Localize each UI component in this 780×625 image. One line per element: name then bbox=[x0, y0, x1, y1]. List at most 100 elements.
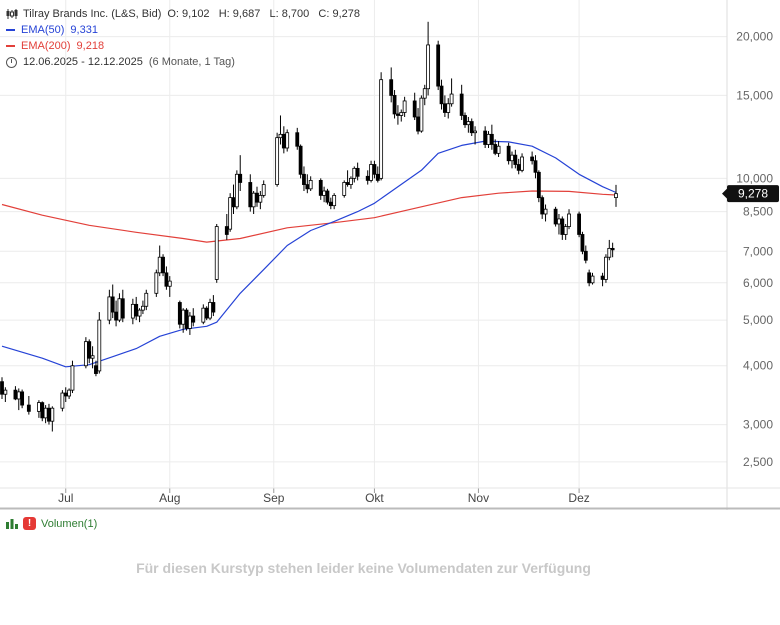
y-tick-label: 5,000 bbox=[743, 313, 773, 327]
warning-icon[interactable]: ! bbox=[23, 517, 36, 530]
candle-body bbox=[110, 296, 115, 313]
candle-body bbox=[439, 85, 444, 105]
candle-body bbox=[191, 315, 196, 323]
no-volume-message: Für diesen Kurstyp stehen leider keine V… bbox=[136, 560, 591, 576]
candle-body bbox=[506, 145, 511, 162]
period-range: 12.06.2025 - 12.12.2025 bbox=[23, 56, 143, 68]
candle-body bbox=[422, 88, 427, 99]
candle-body bbox=[483, 130, 488, 145]
last-price-label: 9,278 bbox=[738, 187, 768, 201]
candle-body bbox=[442, 103, 447, 113]
candle-body bbox=[278, 133, 283, 139]
legend-ema200-row[interactable]: EMA(200) 9,218 bbox=[6, 38, 366, 54]
candle-body bbox=[543, 208, 548, 215]
candle-body bbox=[94, 365, 98, 374]
volume-header[interactable]: ! Volumen(1) bbox=[6, 517, 97, 530]
candle-body bbox=[50, 407, 55, 422]
x-tick-label: Dez bbox=[568, 491, 589, 505]
candle-body bbox=[87, 341, 92, 359]
candle-body bbox=[204, 307, 209, 319]
candle-body bbox=[567, 213, 571, 227]
candle-body bbox=[412, 100, 417, 118]
candle-body bbox=[322, 190, 326, 196]
candle-body bbox=[563, 226, 568, 235]
candle-body bbox=[161, 256, 165, 274]
y-tick-label: 20,000 bbox=[736, 30, 773, 44]
candle-body bbox=[167, 280, 172, 287]
candle-body bbox=[513, 154, 518, 165]
candle-body bbox=[486, 133, 491, 145]
legend-period-row[interactable]: 12.06.2025 - 12.12.2025 (6 Monate, 1 Tag… bbox=[6, 54, 366, 70]
x-tick-label: Sep bbox=[263, 491, 285, 505]
candle-body bbox=[365, 175, 370, 181]
candle-body bbox=[459, 93, 464, 116]
candle-body bbox=[302, 173, 306, 185]
candle-body bbox=[489, 133, 494, 145]
candle-body bbox=[251, 192, 256, 208]
candle-body bbox=[26, 404, 31, 412]
candle-body bbox=[154, 272, 159, 294]
candle-body bbox=[466, 121, 471, 126]
chart-grid bbox=[0, 0, 727, 488]
candle-body bbox=[355, 167, 360, 177]
candle-body bbox=[540, 197, 545, 215]
instrument-name: Tilray Brands Inc. (L&S, Bid) bbox=[23, 8, 162, 20]
candle-body bbox=[463, 115, 467, 126]
candle-body bbox=[587, 272, 592, 284]
candle-body bbox=[536, 171, 541, 199]
candle-body bbox=[83, 341, 88, 367]
ema50-line bbox=[1, 140, 617, 368]
candle-body bbox=[449, 93, 454, 105]
candle-body bbox=[332, 194, 337, 207]
candle-body bbox=[607, 247, 612, 258]
ema200-swatch bbox=[6, 45, 15, 47]
clock-icon bbox=[6, 56, 17, 68]
candle-body bbox=[533, 160, 538, 173]
x-tick-label: Okt bbox=[365, 491, 384, 505]
candle-body bbox=[325, 190, 330, 203]
candle-body bbox=[604, 256, 608, 280]
candle-body bbox=[0, 381, 4, 395]
candle-body bbox=[184, 309, 189, 329]
legend-ema50-row[interactable]: EMA(50) 9,331 bbox=[6, 22, 366, 38]
y-tick-label: 10,000 bbox=[736, 171, 773, 185]
candle-body bbox=[224, 226, 229, 235]
candle-body bbox=[557, 218, 561, 225]
candle-body bbox=[416, 116, 420, 132]
candle-body bbox=[248, 182, 253, 208]
candle-body bbox=[553, 208, 558, 225]
candle-body bbox=[157, 256, 162, 274]
ema200-value: 9,218 bbox=[76, 40, 105, 52]
candle-body bbox=[590, 275, 595, 284]
candle-body bbox=[63, 392, 68, 397]
candle-body bbox=[107, 296, 112, 321]
candle-body bbox=[134, 303, 139, 317]
candle-body bbox=[181, 309, 186, 325]
candle-body bbox=[349, 177, 353, 185]
candle-body bbox=[214, 226, 219, 280]
last-price-pointer bbox=[722, 188, 727, 199]
candle-body bbox=[379, 79, 384, 179]
candle-body bbox=[396, 113, 400, 116]
period-note: (6 Monate, 1 Tag) bbox=[148, 56, 235, 68]
ema200-label: EMA(200) bbox=[21, 40, 71, 52]
candle-body bbox=[258, 194, 263, 203]
candle-body bbox=[372, 164, 377, 175]
candle-body bbox=[255, 192, 259, 203]
candle-body bbox=[43, 407, 48, 419]
volume-bars-icon bbox=[6, 518, 18, 529]
candle-body bbox=[60, 392, 65, 409]
ema50-swatch bbox=[6, 29, 15, 31]
candlestick-series bbox=[0, 21, 618, 432]
y-tick-label: 2,500 bbox=[743, 455, 773, 469]
candle-body bbox=[399, 112, 404, 116]
candle-body bbox=[426, 44, 431, 90]
candle-body bbox=[90, 355, 95, 359]
candle-body bbox=[137, 309, 142, 317]
candlestick-icon[interactable] bbox=[6, 9, 18, 19]
candle-body bbox=[493, 144, 498, 154]
candle-body bbox=[583, 250, 588, 261]
candle-body bbox=[97, 319, 102, 372]
candle-body bbox=[298, 145, 303, 175]
candle-body bbox=[520, 156, 524, 171]
